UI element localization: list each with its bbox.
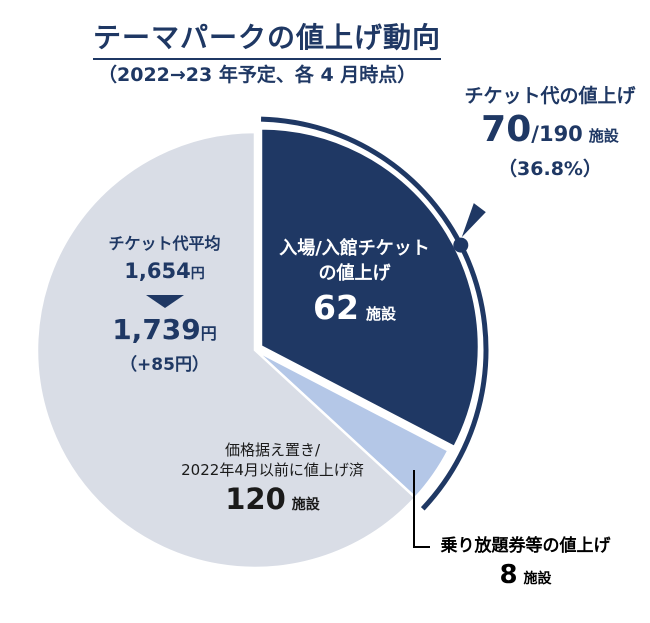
callout-count: 70	[481, 109, 532, 150]
callout-dot-icon	[453, 237, 469, 253]
callout-percent: （36.8%）	[498, 158, 602, 180]
callout-total: /190	[531, 122, 583, 146]
page-title: テーマパークの値上げ動向	[93, 16, 442, 60]
navy-slice-label: 入場/入館チケット の値上げ 62 施設	[262, 236, 447, 336]
down-arrow-icon	[145, 295, 184, 308]
avg-price-after-unit: 円	[200, 324, 217, 343]
gray-slice-value-row: 120 施設	[160, 480, 385, 524]
blue-slice-value-row: 8 施設	[428, 558, 623, 596]
pie-chart	[35, 116, 489, 570]
avg-price-after: 1,739	[112, 313, 201, 346]
avg-price-before-row: 1,654円	[82, 256, 247, 289]
navy-slice-count: 62	[313, 288, 359, 327]
avg-price-after-row: 1,739円	[82, 312, 247, 352]
navy-slice-label-line2: の値上げ	[318, 263, 391, 284]
navy-slice-unit: 施設	[365, 305, 396, 323]
navy-slice-label-line1: 入場/入館チケット	[279, 238, 430, 259]
blue-slice-label-line1: 乗り放題券等の値上げ	[440, 536, 611, 556]
gray-slice-unit: 施設	[291, 497, 320, 513]
highlight-arc	[260, 116, 489, 511]
callout-ticket-price-increase: チケット代の値上げ 70/190 施設 （36.8%）	[450, 84, 650, 181]
gray-slice-label: 価格据え置き/ 2022年4月以前に値上げ済 120 施設	[160, 440, 385, 524]
avg-price-before-unit: 円	[190, 266, 205, 282]
avg-price-diff: （+85円）	[120, 355, 209, 375]
blue-slice-unit: 施設	[523, 571, 552, 587]
blue-slice-label: 乗り放題券等の値上げ 8 施設	[428, 534, 623, 596]
callout-pointer-icon	[461, 203, 486, 238]
callout-heading: チケット代の値上げ	[464, 85, 636, 107]
average-ticket-price-block: チケット代平均 1,654円 1,739円 （+85円）	[82, 232, 247, 378]
navy-slice-value-row: 62 施設	[262, 286, 447, 336]
blue-slice-count: 8	[499, 560, 518, 590]
page-subtitle: （2022→23 年予定、各 4 月時点）	[98, 64, 417, 86]
gray-slice-label-line1: 価格据え置き/	[224, 441, 321, 459]
pie-slice-2	[35, 130, 418, 570]
gray-slice-label-line2: 2022年4月以前に値上げ済	[181, 461, 364, 479]
avg-price-heading: チケット代平均	[108, 234, 221, 253]
callout-unit: 施設	[588, 127, 619, 145]
pie-slice-0	[259, 127, 481, 449]
gray-slice-count: 120	[225, 482, 286, 516]
connector-line	[413, 470, 430, 548]
avg-price-before: 1,654	[124, 259, 191, 283]
callout-value-row: 70/190 施設	[450, 109, 650, 157]
